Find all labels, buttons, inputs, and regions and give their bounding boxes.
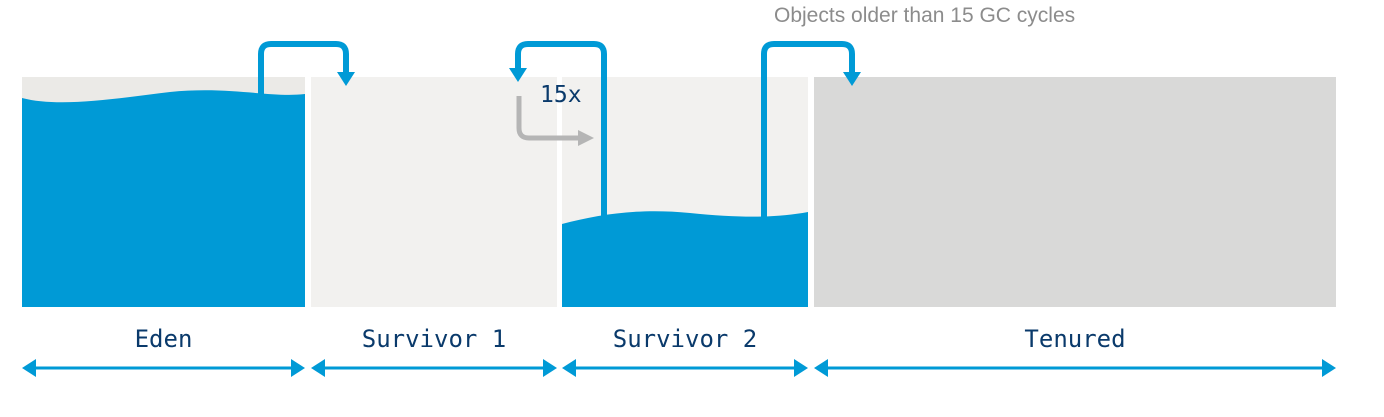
eden-fill [22,90,305,307]
survivor-2-to-tenured-arrowhead [843,72,861,86]
tenure-threshold-caption: Objects older than 15 GC cycles [774,4,1076,27]
survivor-2-to-tenured-arrow [761,41,855,220]
tenured-region [814,77,1336,307]
survivor-2-span-arrow [562,359,808,377]
survivor-2-to-survivor-1-arrow [515,41,607,218]
survivor-2-to-survivor-1-arrowhead [509,68,527,82]
repeat-cycle-arrowhead [578,130,594,146]
promotion-count-label: 15x [540,82,582,108]
survivor-2-fill [562,211,808,307]
repeat-cycle-arrow [516,96,580,141]
survivor-1-span-arrow [311,359,557,377]
region-label-survivor-2: Survivor 2 [612,325,758,353]
region-label-survivor-1: Survivor 1 [361,325,507,353]
eden-to-survivor-1-arrow [258,41,349,101]
region-label-eden: Eden [134,325,193,353]
survivor-1-region [311,77,557,307]
tenured-span-arrow [814,359,1336,377]
eden-to-survivor-1-arrowhead [337,72,355,86]
region-label-tenured: Tenured [1024,325,1126,353]
eden-span-arrow [22,359,305,377]
